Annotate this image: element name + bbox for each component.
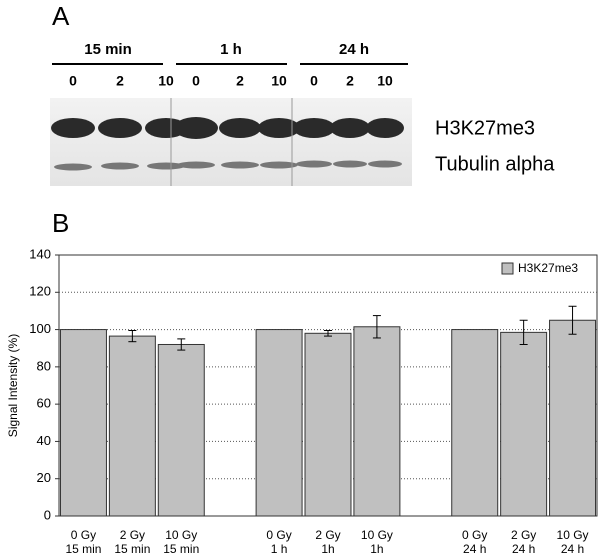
y-tick-label: 20	[37, 470, 51, 485]
dose-label: 2	[346, 73, 354, 89]
y-tick-label: 40	[37, 433, 51, 448]
bar	[549, 319, 597, 517]
x-tick-label: 0 Gy 24 h	[462, 528, 488, 556]
x-tick-label: 0 Gy 1 h	[266, 528, 292, 556]
bar	[451, 329, 499, 517]
panel-label: A	[52, 1, 70, 31]
bar	[108, 335, 156, 517]
x-tick-label: 2 Gy 24 h	[510, 528, 537, 556]
x-tick-label: 10 Gy 15 min	[163, 528, 200, 556]
x-tick-label: 2 Gy 1h	[315, 528, 341, 556]
dose-label: 0	[69, 73, 77, 89]
x-tick-label: 10 Gy 1h	[360, 528, 393, 556]
y-tick-label: 0	[44, 507, 51, 522]
bar	[255, 329, 303, 517]
bar	[157, 343, 205, 517]
x-tick-label: 2 Gy 15 min	[114, 528, 151, 556]
time-label: 24 h	[339, 41, 369, 58]
dose-label: 0	[192, 73, 200, 89]
bar	[59, 329, 107, 517]
y-tick-label: 140	[29, 246, 51, 261]
dose-label: 2	[116, 73, 124, 89]
y-axis-label: Signal Intensity (%)	[6, 334, 20, 437]
time-label: 15 min	[84, 41, 132, 58]
y-tick-label: 100	[29, 321, 51, 336]
dose-label: 2	[236, 73, 244, 89]
blot	[50, 63, 412, 186]
y-tick-label: 80	[37, 358, 51, 373]
dose-label: 10	[158, 73, 174, 89]
bar	[353, 326, 401, 517]
dose-label: 0	[310, 73, 318, 89]
legend-label: H3K27me3	[518, 261, 578, 275]
y-tick-label: 60	[37, 396, 51, 411]
time-label: 1 h	[220, 41, 242, 58]
x-tick-label: 0 Gy 15 min	[65, 528, 102, 556]
dose-label: 10	[377, 73, 393, 89]
band-label: Tubulin alpha	[435, 153, 555, 175]
band-label: H3K27me3	[435, 117, 535, 139]
bar	[500, 331, 548, 517]
bar	[304, 332, 352, 517]
dose-label: 10	[271, 73, 287, 89]
panel-label: B	[52, 208, 69, 238]
legend-swatch	[501, 262, 514, 275]
x-tick-label: 10 Gy 24 h	[556, 528, 589, 556]
y-tick-label: 120	[29, 284, 51, 299]
